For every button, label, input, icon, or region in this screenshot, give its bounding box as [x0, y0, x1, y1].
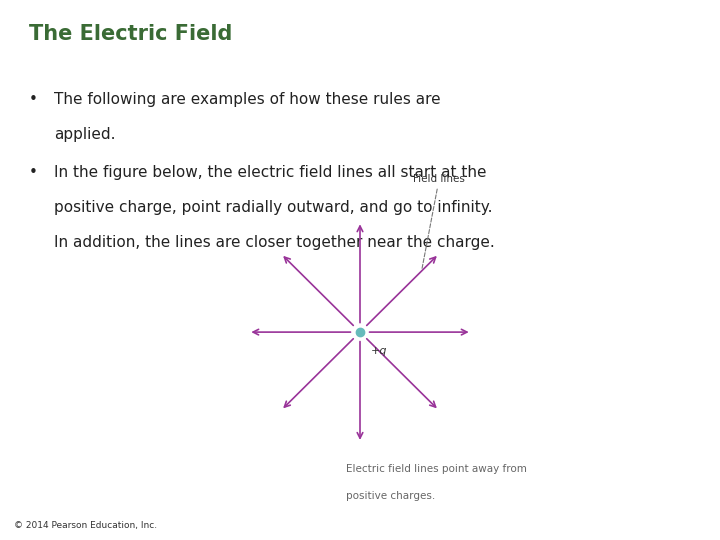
- Text: In the figure below, the electric field lines all start at the: In the figure below, the electric field …: [54, 165, 487, 180]
- Text: Field lines: Field lines: [413, 173, 465, 268]
- Text: positive charge, point radially outward, and go to infinity.: positive charge, point radially outward,…: [54, 200, 492, 215]
- Text: © 2014 Pearson Education, Inc.: © 2014 Pearson Education, Inc.: [14, 521, 158, 530]
- Text: •: •: [29, 92, 37, 107]
- Text: The following are examples of how these rules are: The following are examples of how these …: [54, 92, 441, 107]
- Text: In addition, the lines are closer together near the charge.: In addition, the lines are closer togeth…: [54, 235, 495, 250]
- Text: positive charges.: positive charges.: [346, 491, 435, 502]
- Text: applied.: applied.: [54, 127, 115, 142]
- Text: The Electric Field: The Electric Field: [29, 24, 232, 44]
- Text: Electric field lines point away from: Electric field lines point away from: [346, 464, 526, 475]
- Text: +q: +q: [371, 346, 387, 356]
- Text: •: •: [29, 165, 37, 180]
